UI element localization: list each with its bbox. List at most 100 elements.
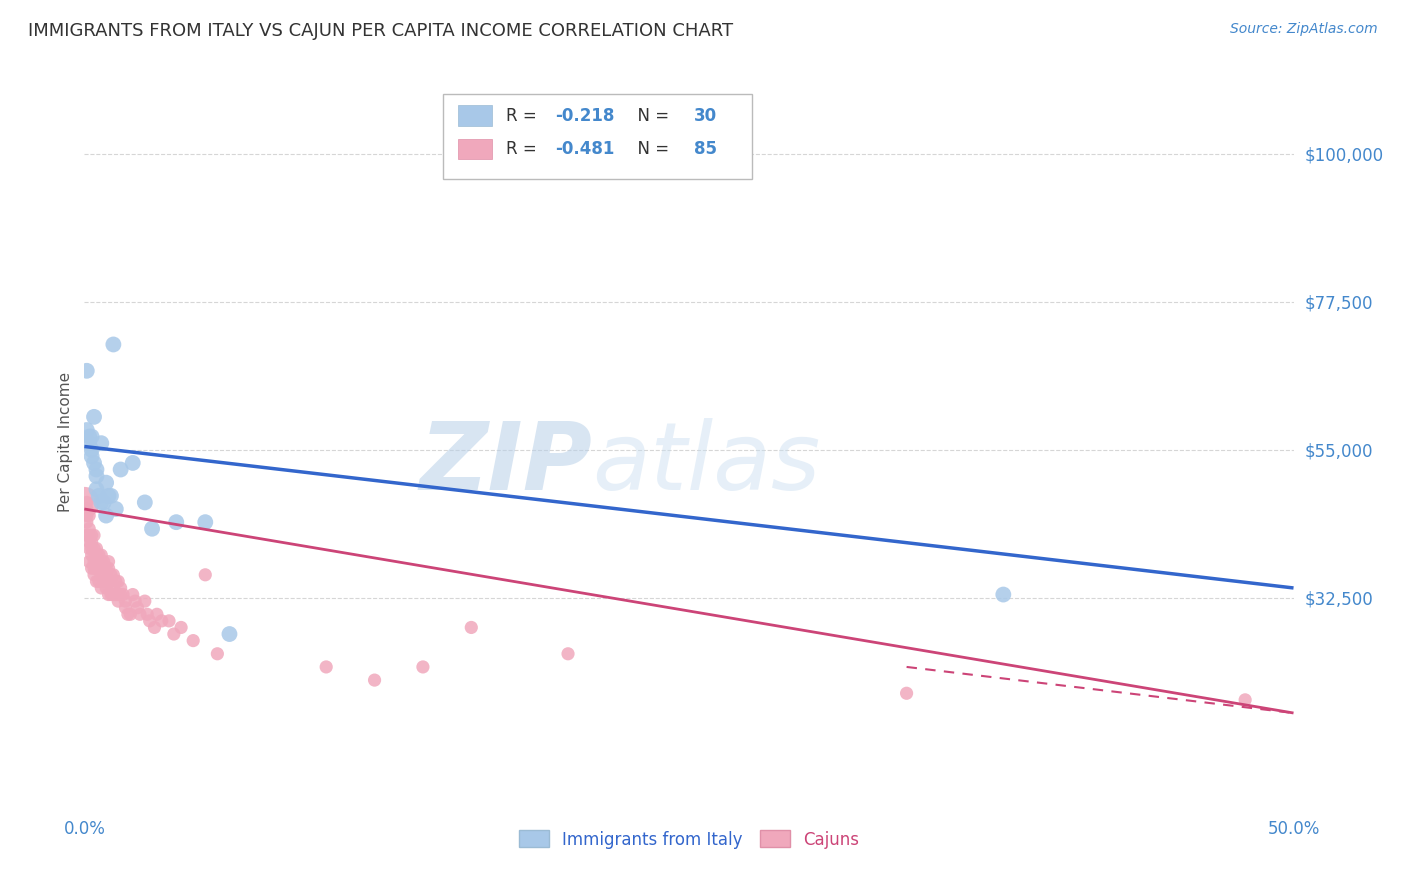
Point bbox=[110, 588, 132, 602]
Point bbox=[146, 607, 169, 622]
Point bbox=[107, 574, 129, 589]
Point bbox=[129, 607, 152, 622]
Point bbox=[77, 528, 100, 542]
Point bbox=[83, 555, 105, 569]
Point bbox=[83, 567, 105, 582]
Point bbox=[83, 456, 105, 470]
Point bbox=[218, 627, 240, 641]
Point bbox=[77, 541, 100, 556]
Point bbox=[993, 588, 1015, 602]
Point bbox=[104, 588, 127, 602]
Point bbox=[94, 508, 117, 523]
Point bbox=[94, 561, 117, 575]
Point bbox=[557, 647, 579, 661]
Point bbox=[90, 567, 112, 582]
Point bbox=[90, 555, 112, 569]
Point bbox=[76, 502, 98, 516]
Point bbox=[103, 588, 125, 602]
Point bbox=[86, 561, 108, 575]
Point bbox=[86, 541, 108, 556]
Point bbox=[86, 548, 108, 562]
Point bbox=[194, 567, 217, 582]
Point bbox=[87, 489, 110, 503]
Point bbox=[194, 515, 217, 529]
Point bbox=[83, 541, 105, 556]
Point bbox=[97, 489, 120, 503]
Text: ZIP: ZIP bbox=[419, 417, 592, 509]
Point bbox=[412, 660, 434, 674]
FancyBboxPatch shape bbox=[443, 94, 752, 178]
Point bbox=[86, 469, 108, 483]
Point bbox=[80, 429, 103, 443]
Point bbox=[103, 567, 125, 582]
Point bbox=[76, 508, 98, 523]
Point bbox=[1234, 693, 1257, 707]
Text: R =: R = bbox=[506, 107, 543, 125]
Point bbox=[80, 541, 103, 556]
Point bbox=[124, 594, 146, 608]
Point bbox=[87, 555, 110, 569]
Point bbox=[97, 588, 120, 602]
Point bbox=[363, 673, 385, 687]
Point bbox=[86, 482, 108, 496]
Point bbox=[134, 495, 156, 509]
Point bbox=[86, 462, 108, 476]
Point bbox=[90, 436, 112, 450]
Point bbox=[77, 429, 100, 443]
Point bbox=[93, 561, 115, 575]
Point bbox=[83, 561, 105, 575]
Point bbox=[83, 409, 105, 424]
Text: Source: ZipAtlas.com: Source: ZipAtlas.com bbox=[1230, 22, 1378, 37]
Point bbox=[100, 574, 122, 589]
Point bbox=[77, 555, 100, 569]
Point bbox=[107, 594, 129, 608]
Point bbox=[97, 561, 120, 575]
Point bbox=[114, 594, 136, 608]
Point bbox=[80, 561, 103, 575]
Point bbox=[107, 588, 129, 602]
Point bbox=[77, 508, 100, 523]
Point bbox=[90, 548, 112, 562]
Point bbox=[143, 620, 166, 634]
Text: -0.481: -0.481 bbox=[555, 140, 614, 158]
Point bbox=[87, 574, 110, 589]
Point bbox=[110, 581, 132, 595]
Point bbox=[94, 475, 117, 490]
Point bbox=[896, 686, 918, 700]
Point bbox=[121, 588, 143, 602]
Point bbox=[86, 574, 108, 589]
Text: R =: R = bbox=[506, 140, 543, 158]
Point bbox=[93, 495, 115, 509]
Point bbox=[163, 627, 186, 641]
Point bbox=[170, 620, 193, 634]
Text: IMMIGRANTS FROM ITALY VS CAJUN PER CAPITA INCOME CORRELATION CHART: IMMIGRANTS FROM ITALY VS CAJUN PER CAPIT… bbox=[28, 22, 734, 40]
Point bbox=[76, 495, 98, 509]
Point bbox=[315, 660, 337, 674]
Point bbox=[157, 614, 180, 628]
Point bbox=[73, 495, 96, 509]
Point bbox=[97, 555, 120, 569]
Point bbox=[150, 614, 173, 628]
Point bbox=[80, 548, 103, 562]
Point bbox=[76, 528, 98, 542]
Point bbox=[112, 588, 135, 602]
Point bbox=[460, 620, 482, 634]
Point bbox=[136, 607, 159, 622]
Point bbox=[207, 647, 229, 661]
Point bbox=[114, 600, 136, 615]
Point bbox=[121, 456, 143, 470]
Point bbox=[100, 567, 122, 582]
Text: N =: N = bbox=[627, 107, 675, 125]
Point bbox=[86, 555, 108, 569]
Point bbox=[165, 515, 187, 529]
Point bbox=[80, 535, 103, 549]
Point bbox=[83, 528, 105, 542]
Point bbox=[94, 581, 117, 595]
Text: 85: 85 bbox=[693, 140, 717, 158]
Point bbox=[104, 502, 127, 516]
Point bbox=[103, 337, 125, 351]
Text: N =: N = bbox=[627, 140, 675, 158]
Point bbox=[77, 522, 100, 536]
Point bbox=[90, 581, 112, 595]
Point bbox=[87, 548, 110, 562]
